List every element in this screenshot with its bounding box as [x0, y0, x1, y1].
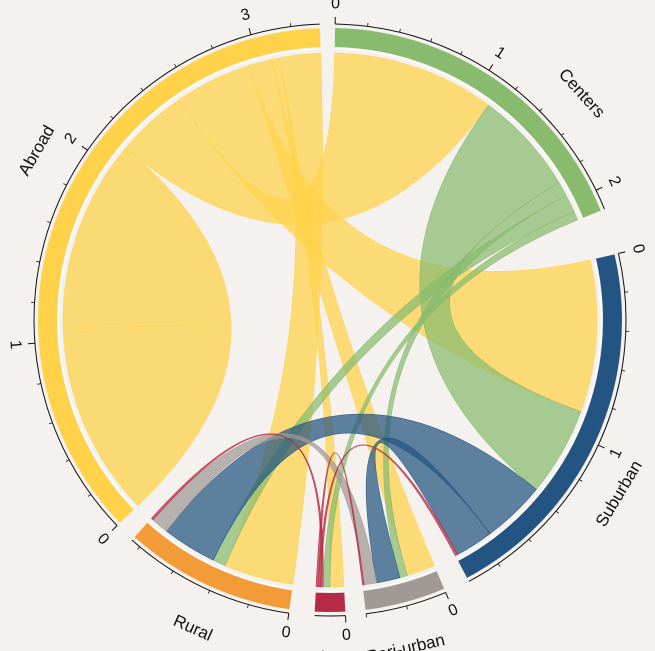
ribbon-abroad-to-rural	[224, 52, 323, 585]
axis-peri-urban	[366, 592, 446, 615]
tick-label-tourist-reg-0: 0	[342, 627, 352, 644]
tick-suburban-1	[598, 444, 605, 449]
axis-suburban	[468, 253, 627, 582]
minor-tick-abroad	[36, 260, 40, 263]
group-arcs-layer	[37, 28, 622, 613]
minor-tick-suburban	[497, 563, 501, 567]
minor-tick-abroad	[63, 183, 67, 186]
arc-peri-urban	[363, 571, 445, 610]
tick-label-suburban-1: 1	[607, 446, 626, 461]
tick-label-abroad-3: 3	[239, 6, 252, 25]
tick-centers-1	[488, 64, 494, 71]
tick-suburban-0	[618, 251, 626, 254]
minor-tick-centers	[460, 51, 463, 55]
minor-tick-abroad	[174, 63, 177, 68]
tick-label-abroad-0: 0	[94, 530, 112, 548]
ribbon-abroad-to-abroad	[62, 147, 232, 506]
ribbon-tourist-reg-to-peri-urban	[315, 452, 365, 588]
minor-tick-centers	[430, 38, 433, 42]
tick-abroad-0	[111, 525, 118, 531]
minor-tick-rural	[247, 604, 249, 609]
group-label-peri-urban: Peri-urban	[365, 630, 447, 651]
tick-label-abroad-1: 1	[6, 340, 24, 350]
group-label-abroad: Abroad	[14, 122, 58, 179]
minor-tick-suburban	[612, 408, 616, 410]
arc-abroad	[37, 28, 321, 523]
minor-tick-abroad	[65, 459, 70, 462]
minor-tick-abroad	[48, 422, 53, 425]
tick-label-abroad-2: 2	[61, 130, 80, 147]
minor-tick-peri-urban	[406, 605, 408, 610]
axis-rural	[131, 539, 289, 614]
tick-abroad-2	[81, 145, 88, 151]
minor-tick-rural	[137, 546, 141, 550]
tick-label-centers-0: 0	[331, 0, 340, 12]
tick-rural-0	[287, 613, 290, 621]
minor-tick-abroad	[87, 494, 92, 497]
tick-label-rural-0: 0	[280, 624, 291, 642]
minor-tick-abroad	[210, 44, 213, 49]
minor-tick-centers	[561, 132, 565, 136]
minor-tick-suburban	[579, 479, 583, 482]
group-label-rural: Rural	[171, 611, 216, 645]
arc-inner-line-rural	[149, 523, 290, 590]
arc-inner-line-abroad	[57, 48, 318, 508]
minor-tick-suburban	[528, 539, 532, 543]
ribbon-tourist-reg-to-suburban	[318, 444, 459, 588]
tick-centers-2	[595, 186, 603, 191]
minor-tick-abroad	[110, 115, 114, 119]
minor-tick-rural	[170, 570, 174, 575]
minor-tick-centers	[579, 159, 584, 163]
tick-peri-urban-0	[445, 592, 449, 600]
ribbon-centers-to-tourist-reg	[322, 211, 578, 588]
ribbons-layer	[62, 52, 598, 588]
arc-suburban	[458, 254, 622, 578]
minor-tick-rural	[207, 590, 210, 594]
group-label-tourist-reg: Tourist reg.	[288, 647, 372, 651]
tick-axes-layer: 0 1 2 3 0 1 2 0 1 0 0 0	[6, 0, 647, 644]
minor-tick-centers	[539, 108, 543, 112]
minor-tick-abroad	[37, 383, 41, 385]
axis-abroad	[33, 23, 320, 526]
tick-label-suburban-0: 0	[629, 243, 648, 256]
arc-centers	[334, 28, 601, 218]
minor-tick-abroad	[47, 221, 51, 224]
arc-inner-line-peri-urban	[365, 570, 434, 590]
minor-tick-abroad	[140, 87, 144, 91]
minor-tick-centers	[515, 86, 518, 90]
group-label-centers: Centers	[555, 65, 609, 122]
tick-abroad-1	[27, 342, 35, 345]
arc-tourist-reg	[314, 592, 346, 613]
tick-label-centers-2: 2	[605, 174, 624, 190]
arc-inner-line-centers	[337, 47, 582, 216]
arc-inner-line-suburban	[459, 261, 603, 560]
group-label-suburban: Suburban	[592, 457, 646, 530]
axis-centers	[335, 23, 605, 210]
tick-label-centers-1: 1	[492, 44, 509, 63]
ribbon-peri-urban-to-rural	[152, 433, 378, 586]
minor-tick-suburban	[555, 510, 560, 514]
arc-rural	[134, 522, 293, 610]
minor-tick-suburban	[621, 369, 626, 372]
tick-label-peri-urban-0: 0	[446, 601, 461, 620]
minor-tick-centers	[399, 28, 401, 33]
ribbon-suburban-to-peri-urban	[365, 437, 491, 584]
tick-abroad-3	[248, 27, 252, 35]
ribbon-centers-to-rural	[212, 195, 575, 566]
